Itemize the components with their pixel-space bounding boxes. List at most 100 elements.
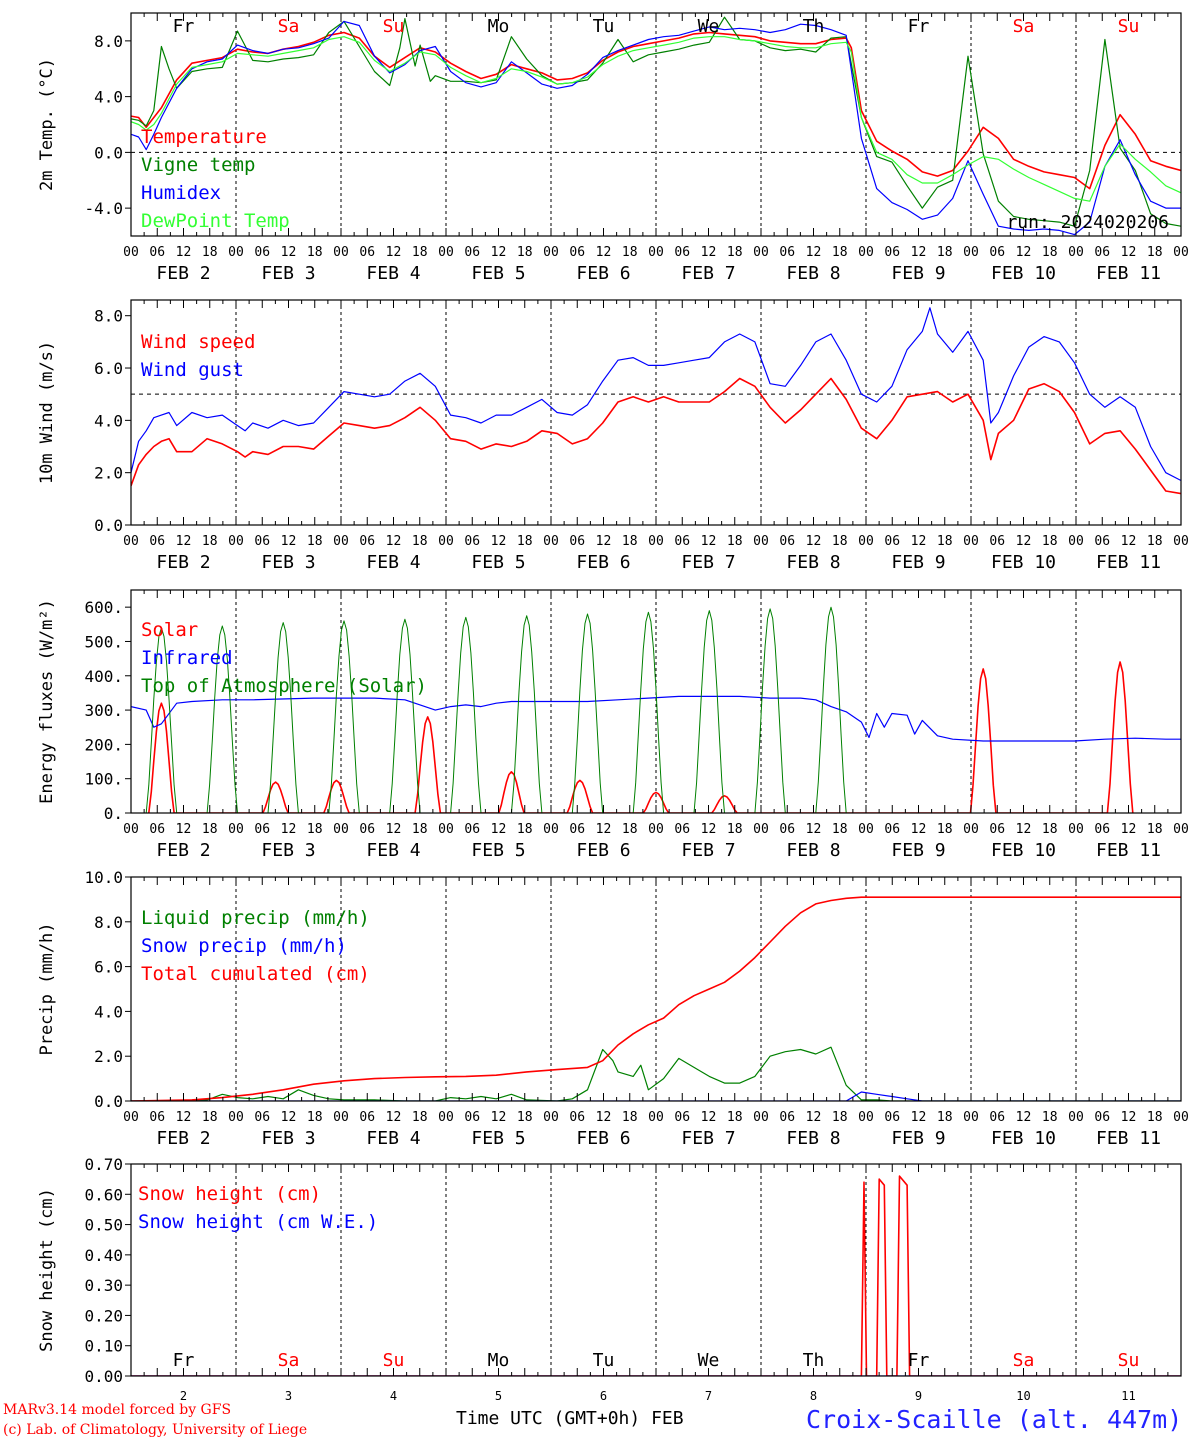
x-hour-label: 12 <box>806 534 822 549</box>
legend-entry: Wind gust <box>141 359 244 381</box>
x-hour-label: 18 <box>202 1110 218 1125</box>
x-day-number: 9 <box>915 1389 922 1403</box>
x-hour-label: 18 <box>727 245 743 260</box>
x-hour-label: 06 <box>779 534 795 549</box>
weekday-label: Su <box>1118 16 1140 37</box>
x-hour-label: 12 <box>596 822 612 837</box>
x-hour-label: 12 <box>491 534 507 549</box>
x-hour-label: 18 <box>622 245 638 260</box>
x-date-label: FEB 9 <box>891 1128 945 1149</box>
x-hour-label: 18 <box>832 822 848 837</box>
x-day-number: 2 <box>180 1389 187 1403</box>
panel-wind: 0.0 2.0 4.0 6.0 8.0 10m Wind (m/s) 00 06 12 18 00 0… <box>37 299 1189 573</box>
x-hour-label: 06 <box>884 245 900 260</box>
x-hour-label: 12 <box>176 822 192 837</box>
y-tick-label: 0.30 <box>84 1276 123 1295</box>
x-hour-label: 00 <box>648 245 664 260</box>
legend-entry: Liquid precip (mm/h) <box>141 907 370 929</box>
weekday-label: Fr <box>908 1350 930 1371</box>
x-hour-label: 00 <box>1173 1110 1189 1125</box>
x-hour-label: 00 <box>858 245 874 260</box>
x-hour-label: 00 <box>123 534 139 549</box>
x-hour-label: 00 <box>543 534 559 549</box>
x-hour-label: 06 <box>254 245 270 260</box>
x-day-number: 5 <box>495 1389 502 1403</box>
x-hour-label: 12 <box>806 822 822 837</box>
y-tick-label: 0.50 <box>84 1216 123 1235</box>
legend-entry: Solar <box>141 619 198 641</box>
x-date-label: FEB 6 <box>576 840 630 861</box>
x-hour-label: 06 <box>779 245 795 260</box>
weekday-label: Fr <box>173 1350 195 1371</box>
x-hour-label: 06 <box>884 822 900 837</box>
y-tick-label: 400. <box>84 667 123 686</box>
x-hour-label: 12 <box>281 1110 297 1125</box>
legend-entry: DewPoint Temp <box>141 210 290 232</box>
y-tick-label: 300. <box>84 701 123 720</box>
legend-entry: Snow height (cm) <box>138 1183 321 1205</box>
x-hour-label: 00 <box>1068 245 1084 260</box>
x-date-label: FEB 10 <box>991 552 1056 573</box>
series-line-wind-speed <box>131 377 1181 495</box>
x-hour-label: 18 <box>412 1110 428 1125</box>
x-hour-label: 12 <box>701 245 717 260</box>
x-hour-label: 18 <box>202 822 218 837</box>
x-hour-label: 06 <box>254 822 270 837</box>
run-annotation: run: 2024020206 <box>1006 212 1169 233</box>
weekday-label: Th <box>803 16 825 37</box>
x-date-label: FEB 3 <box>261 263 315 284</box>
footer-xlabel: Time UTC (GMT+0h) FEB <box>456 1408 684 1429</box>
x-hour-label: 00 <box>753 822 769 837</box>
weekday-label: Su <box>383 1350 405 1371</box>
x-hour-label: 12 <box>386 822 402 837</box>
x-hour-label: 00 <box>438 1110 454 1125</box>
x-hour-label: 18 <box>937 534 953 549</box>
weekday-label: Mo <box>488 1350 510 1371</box>
x-date-label: FEB 6 <box>576 552 630 573</box>
x-hour-label: 12 <box>911 534 927 549</box>
x-hour-label: 06 <box>464 1110 480 1125</box>
x-hour-label: 18 <box>832 1110 848 1125</box>
x-hour-label: 18 <box>517 534 533 549</box>
weekday-label: Sa <box>278 16 300 37</box>
x-hour-label: 06 <box>149 245 165 260</box>
x-date-label: FEB 5 <box>471 552 525 573</box>
y-tick-label: 4.0 <box>94 411 123 430</box>
y-tick-label: 500. <box>84 632 123 651</box>
x-hour-label: 18 <box>727 1110 743 1125</box>
x-hour-label: 18 <box>1147 1110 1163 1125</box>
x-hour-label: 00 <box>858 822 874 837</box>
legend-entry: Top of Atmosphere (Solar) <box>141 675 427 697</box>
x-date-label: FEB 5 <box>471 263 525 284</box>
x-hour-label: 12 <box>386 245 402 260</box>
x-hour-label: 06 <box>569 822 585 837</box>
x-hour-label: 18 <box>1042 245 1058 260</box>
x-hour-label: 18 <box>622 534 638 549</box>
series-group <box>131 307 1181 495</box>
x-hour-label: 00 <box>1068 1110 1084 1125</box>
x-hour-label: 00 <box>648 1110 664 1125</box>
weekday-label: Sa <box>278 1350 300 1371</box>
x-hour-label: 06 <box>884 1110 900 1125</box>
x-date-label: FEB 11 <box>1096 552 1161 573</box>
x-date-label: FEB 11 <box>1096 1128 1161 1149</box>
footer-model-line: MARv3.14 model forced by GFS <box>3 1402 231 1418</box>
x-date-label: FEB 6 <box>576 1128 630 1149</box>
x-day-number: 3 <box>285 1389 292 1403</box>
y-axis-label: 2m Temp. (°C) <box>37 58 57 191</box>
x-hour-label: 06 <box>674 534 690 549</box>
x-date-label: FEB 10 <box>991 840 1056 861</box>
legend-entry: Humidex <box>141 182 221 204</box>
x-hour-label: 18 <box>412 822 428 837</box>
footer-station: Croix-Scaille (alt. 447m) <box>806 1405 1182 1434</box>
series-line-wind-gust <box>131 307 1181 482</box>
x-hour-label: 12 <box>1121 822 1137 837</box>
x-hour-label: 00 <box>963 245 979 260</box>
x-hour-label: 06 <box>989 822 1005 837</box>
y-tick-label: 8.0 <box>94 913 123 932</box>
x-hour-label: 12 <box>1016 245 1032 260</box>
y-tick-label: 0.10 <box>84 1337 123 1356</box>
x-hour-label: 00 <box>1173 822 1189 837</box>
x-date-label: FEB 8 <box>786 552 840 573</box>
x-hour-label: 06 <box>674 245 690 260</box>
